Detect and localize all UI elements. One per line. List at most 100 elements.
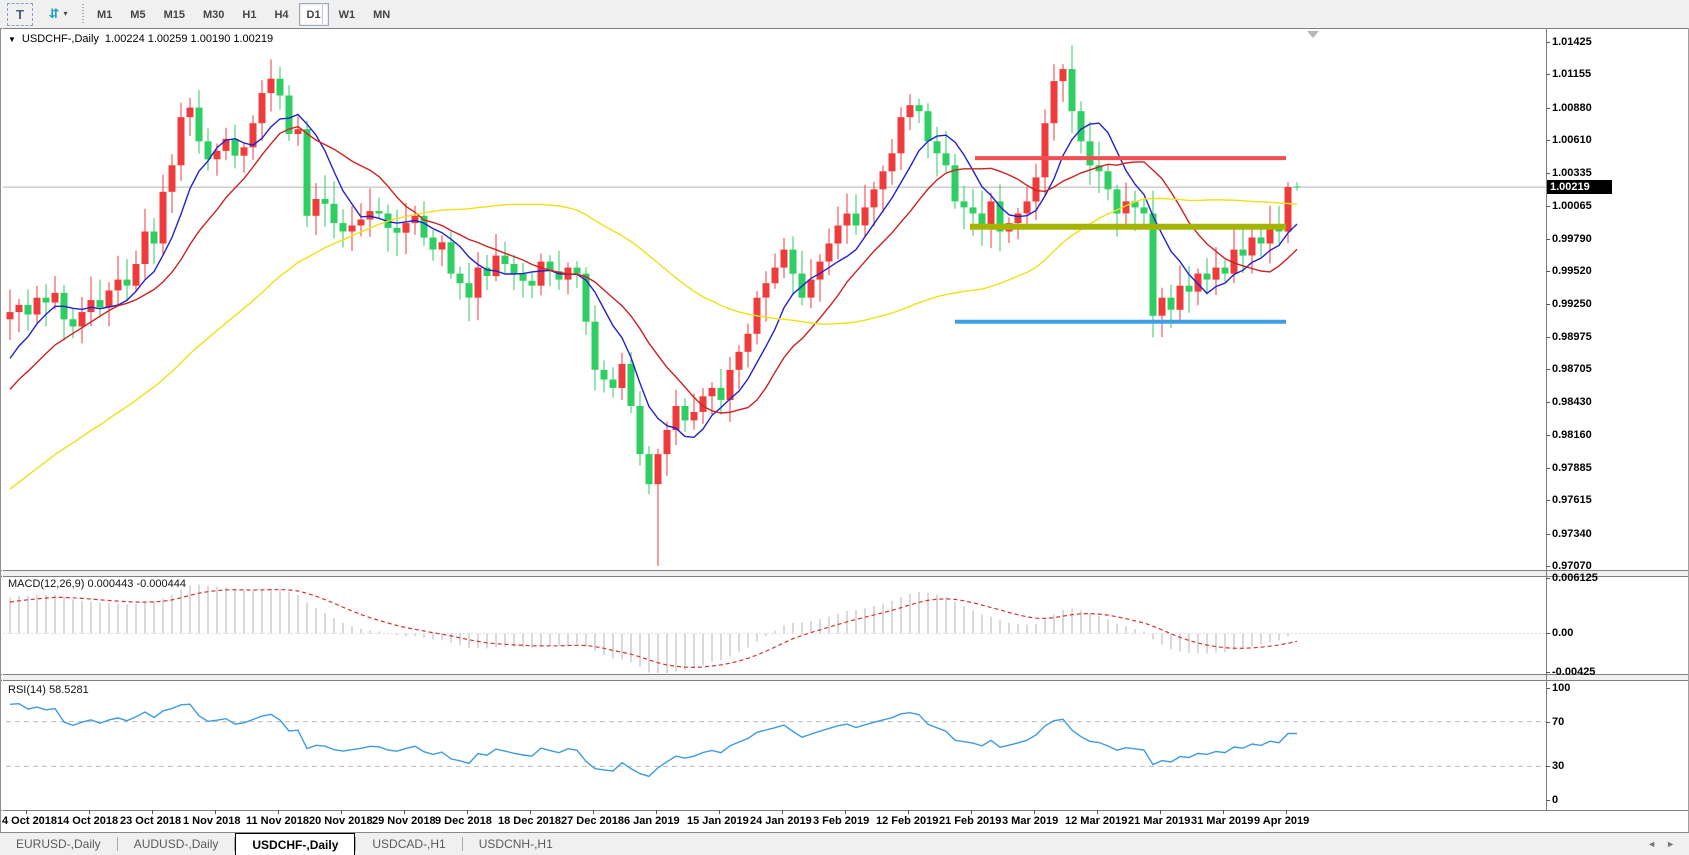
price-axis-label: 0.98975 <box>1552 331 1592 343</box>
date-tick <box>719 810 720 814</box>
date-axis-label: 20 Nov 2018 <box>309 815 373 827</box>
date-tick <box>971 810 972 814</box>
collapse-triangle-icon: ▼ <box>8 34 16 44</box>
current-price-box: 1.00219 <box>1547 180 1612 194</box>
price-axis-label: 1.01425 <box>1552 36 1592 48</box>
toolbar-grip <box>82 4 84 23</box>
price-axis-label: 1.01155 <box>1552 68 1592 80</box>
chart-tab-usdcad-h1[interactable]: USDCAD-,H1 <box>372 837 446 851</box>
window-border-left-inner <box>2 28 3 832</box>
timeframe-button-m5[interactable]: M5 <box>130 8 146 21</box>
axis-tick <box>1546 173 1550 174</box>
rsi-axis-label: 30 <box>1552 760 1565 772</box>
date-tick <box>404 810 405 814</box>
axis-tick <box>1546 42 1550 43</box>
date-tick <box>26 810 27 814</box>
date-tick <box>1034 810 1035 814</box>
tab-scroll-right-icon[interactable]: ► <box>1666 839 1675 849</box>
date-tick <box>1097 810 1098 814</box>
chart-tab-usdcnh-h1[interactable]: USDCNH-,H1 <box>478 837 553 851</box>
axis-tick <box>1546 578 1550 579</box>
date-axis-label: 12 Mar 2019 <box>1065 815 1128 827</box>
axis-tick <box>1546 468 1550 469</box>
chart-tab-usdchf-daily[interactable]: USDCHF-,Daily <box>235 833 356 855</box>
rsi-axis-label: 0 <box>1552 794 1559 806</box>
date-axis-label: 27 Dec 2018 <box>561 815 624 827</box>
date-axis-label: 15 Jan 2019 <box>687 815 749 827</box>
pane-splitter-rsi[interactable] <box>0 674 1689 681</box>
chart-top-border <box>0 28 1689 29</box>
timeframe-button-m30[interactable]: M30 <box>202 8 225 21</box>
price-axis-label: 0.97615 <box>1552 494 1592 506</box>
chart-title: ▼ USDCHF-,Daily 1.00224 1.00259 1.00190 … <box>8 33 273 45</box>
date-axis-label: 18 Dec 2018 <box>498 815 561 827</box>
date-tick <box>1286 810 1287 814</box>
date-tick <box>656 810 657 814</box>
timeframe-button-m1[interactable]: M1 <box>97 8 113 21</box>
axis-tick <box>1546 800 1550 801</box>
date-tick <box>341 810 342 814</box>
date-axis-label: 6 Jan 2019 <box>624 815 680 827</box>
date-tick <box>89 810 90 814</box>
date-axis-label: 9 Dec 2018 <box>435 815 492 827</box>
axis-tick <box>1546 722 1550 723</box>
price-axis-line <box>1546 28 1547 810</box>
date-axis-label: 11 Nov 2018 <box>246 815 309 827</box>
date-tick <box>152 810 153 814</box>
date-axis-label: 24 Jan 2019 <box>750 815 812 827</box>
timeframe-button-d1[interactable]: D1 <box>298 3 329 26</box>
price-axis-label: 0.98705 <box>1552 363 1592 375</box>
axis-tick <box>1546 140 1550 141</box>
axis-tick <box>1546 566 1550 567</box>
price-axis-label: 0.97885 <box>1552 462 1592 474</box>
timeframe-button-mn[interactable]: MN <box>373 8 391 21</box>
date-axis-label: 1 Nov 2018 <box>183 815 241 827</box>
date-axis-label: 29 Nov 2018 <box>372 815 436 827</box>
tab-scroll-left-icon[interactable]: ◄ <box>1647 839 1657 849</box>
tab-separator <box>234 837 236 851</box>
timeframe-button-h1[interactable]: H1 <box>242 8 257 21</box>
window-border-left <box>0 28 1 832</box>
axis-tick <box>1546 672 1550 673</box>
date-tick <box>593 810 594 814</box>
macd-label: MACD(12,26,9) 0.000443 -0.000444 <box>8 578 186 590</box>
chart-tab-audusd-daily[interactable]: AUDUSD-,Daily <box>133 837 219 851</box>
price-axis-label: 0.97340 <box>1552 528 1592 540</box>
arrange-charts-button[interactable]: ⇵ ▾ <box>38 3 78 24</box>
axis-tick <box>1546 402 1550 403</box>
chevron-down-icon: ▾ <box>63 9 68 18</box>
text-tool-label: T <box>16 7 24 22</box>
date-axis-label: 9 Apr 2019 <box>1254 815 1310 827</box>
pane-splitter-macd[interactable] <box>0 570 1689 577</box>
chart-tab-eurusd-daily[interactable]: EURUSD-,Daily <box>16 837 101 851</box>
date-tick <box>908 810 909 814</box>
axis-tick <box>1546 304 1550 305</box>
axis-tick <box>1546 369 1550 370</box>
date-tick <box>1223 810 1224 814</box>
axis-tick <box>1546 435 1550 436</box>
date-axis-label: 21 Mar 2019 <box>1128 815 1191 827</box>
date-axis-label: 3 Mar 2019 <box>1002 815 1059 827</box>
date-axis-label: 21 Feb 2019 <box>939 815 1002 827</box>
axis-tick <box>1546 766 1550 767</box>
date-axis-label: 4 Oct 2018 <box>2 815 58 827</box>
axis-tick <box>1546 108 1550 109</box>
date-tick <box>278 810 279 814</box>
price-axis-label: 1.00880 <box>1552 102 1592 114</box>
rsi-axis-label: 100 <box>1552 682 1571 694</box>
date-tick <box>467 810 468 814</box>
axis-tick <box>1546 74 1550 75</box>
symbol-title: USDCHF-,Daily <box>21 33 99 45</box>
text-tool-button[interactable]: T <box>7 3 33 26</box>
axis-tick <box>1546 500 1550 501</box>
date-axis-label: 12 Feb 2019 <box>876 815 939 827</box>
date-axis-label: 14 Oct 2018 <box>57 815 119 827</box>
timeframe-button-h4[interactable]: H4 <box>274 8 289 21</box>
date-axis-label: 23 Oct 2018 <box>120 815 182 827</box>
axis-tick <box>1546 534 1550 535</box>
timeframe-button-m15[interactable]: M15 <box>163 8 185 21</box>
timeframe-button-w1[interactable]: W1 <box>338 8 356 21</box>
arrange-arrows-icon: ⇵ <box>48 5 60 21</box>
chart-window[interactable] <box>0 28 1689 832</box>
toolbar-separator <box>322 3 323 24</box>
